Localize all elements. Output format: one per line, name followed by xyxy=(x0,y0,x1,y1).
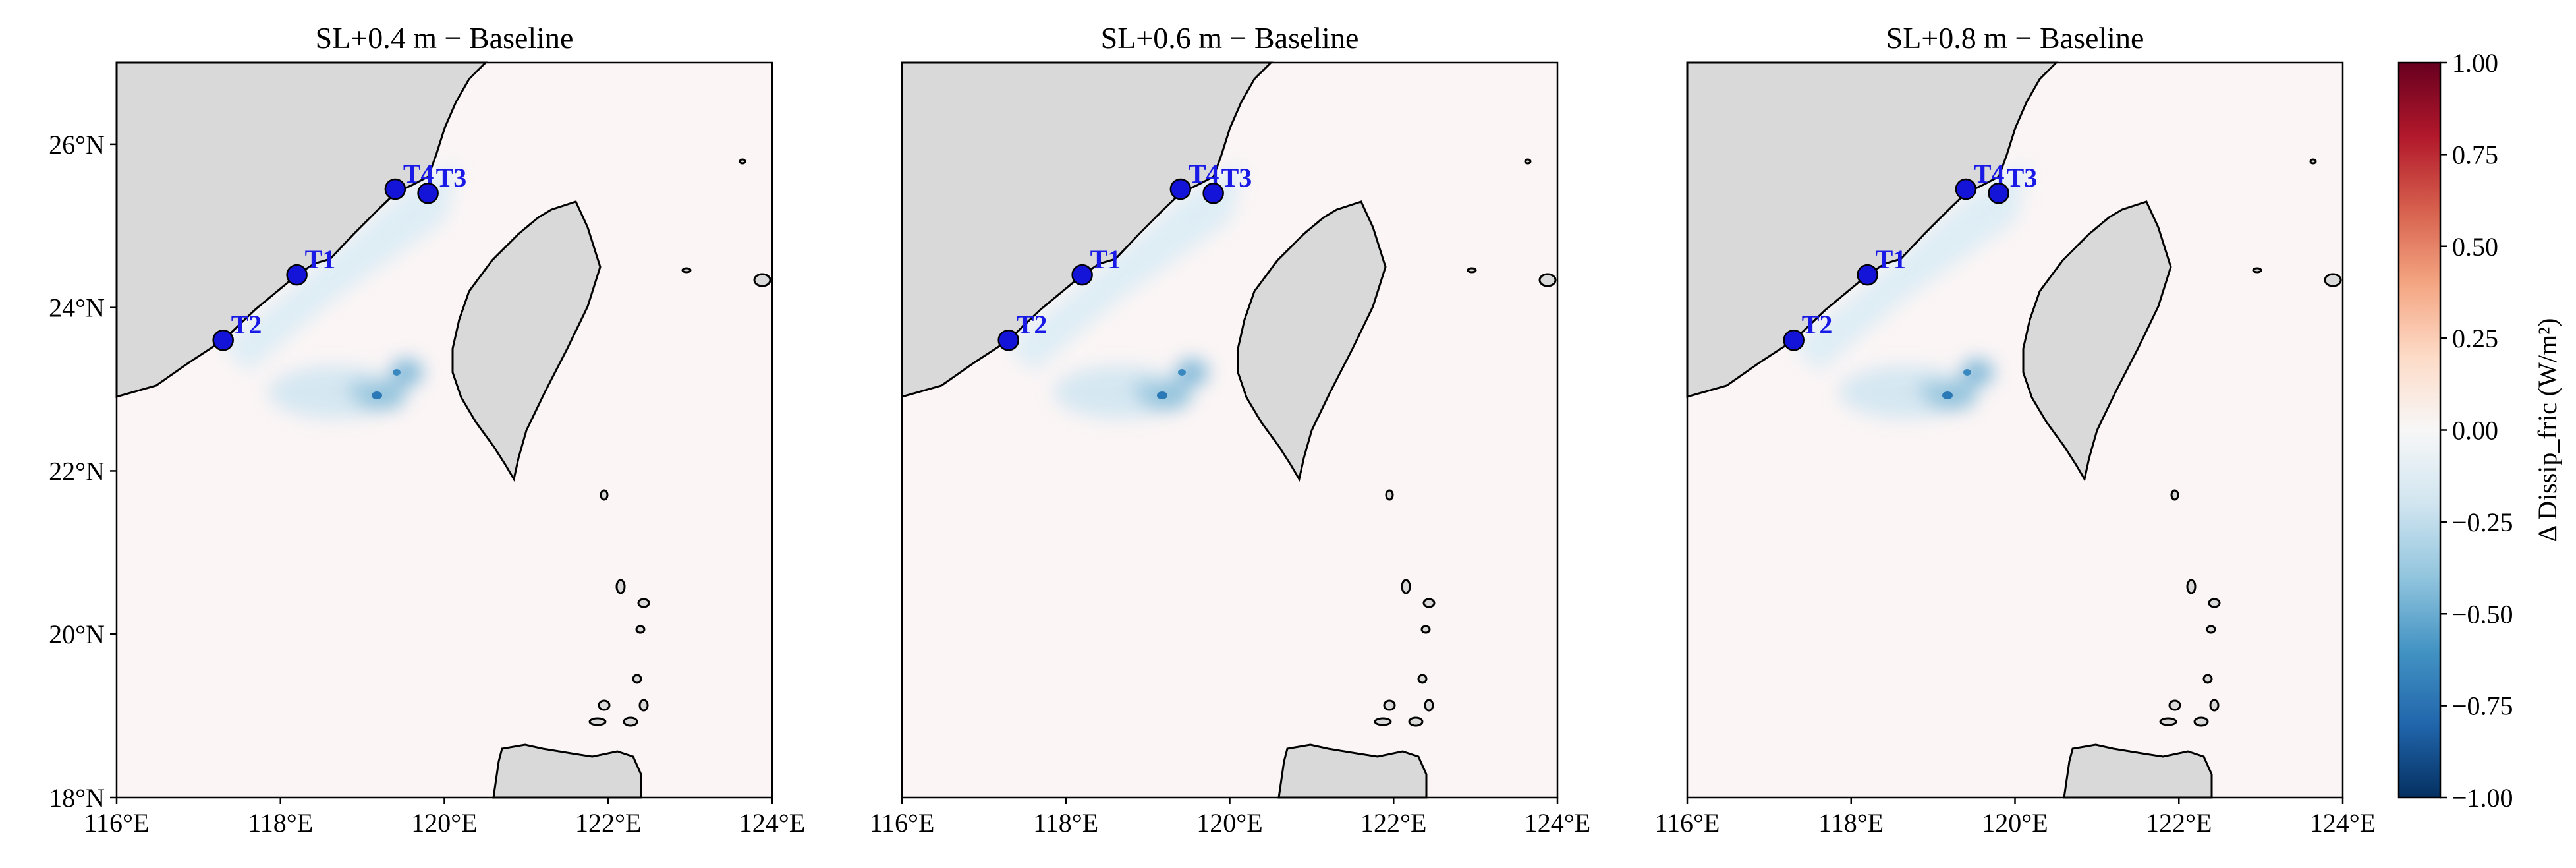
x-tick-label: 120°E xyxy=(1982,808,2048,838)
colorbar-tick-label: 0.75 xyxy=(2452,140,2498,169)
x-tick-label: 116°E xyxy=(84,808,150,838)
y-tick-label: 24°N xyxy=(49,293,105,323)
station-marker xyxy=(997,329,1019,351)
station-marker xyxy=(212,329,234,351)
station-marker xyxy=(1857,264,1878,286)
colorbar-tick-label: 0.50 xyxy=(2452,232,2498,262)
x-tick-label: 118°E xyxy=(1033,808,1098,838)
map-panel: SL+0.8 m − Baseline 116°E 118°E 120°E 122°E 1… xyxy=(1655,21,2376,838)
y-tick-label: 22°N xyxy=(49,456,105,486)
colorbar-tick-label: 0.25 xyxy=(2452,324,2498,353)
x-tick-label: 120°E xyxy=(411,808,477,838)
x-tick-label: 122°E xyxy=(1360,808,1426,838)
y-tick-label: 18°N xyxy=(49,783,105,813)
panel-title: SL+0.8 m − Baseline xyxy=(1886,21,2144,55)
map-panel: SL+0.6 m − Baseline 116°E 118°E 120°E 122°E 1… xyxy=(870,21,1591,838)
y-tick-label: 26°N xyxy=(49,130,105,159)
x-tick-label: 124°E xyxy=(739,808,805,838)
station-label: T2 xyxy=(231,310,262,339)
x-tick-label: 124°E xyxy=(1525,808,1590,838)
colorbar-tick-label: 0.00 xyxy=(2452,416,2498,446)
x-tick-label: 124°E xyxy=(2310,808,2376,838)
station-label: T4 xyxy=(403,159,434,188)
x-tick-label: 116°E xyxy=(870,808,935,838)
panels: SL+0.4 m − Baseline 116°E 118°E 120°E 122°E 1… xyxy=(49,21,2376,838)
x-tick-label: 120°E xyxy=(1196,808,1262,838)
station-marker xyxy=(384,178,406,200)
x-tick-label: 118°E xyxy=(1818,808,1884,838)
colorbar-tick-label: −0.75 xyxy=(2452,691,2513,721)
station-label: T1 xyxy=(1090,245,1121,274)
colorbar-label: Δ Dissip_fric (W/m²) xyxy=(2533,318,2562,542)
panel-title: SL+0.4 m − Baseline xyxy=(316,21,574,55)
station-label: T1 xyxy=(305,245,336,274)
x-tick-label: 122°E xyxy=(2146,808,2212,838)
station-label: T3 xyxy=(436,163,467,192)
station-marker xyxy=(1955,178,1977,200)
station-marker xyxy=(1071,264,1093,286)
colorbar-tick-label: −1.00 xyxy=(2452,783,2513,813)
station-marker xyxy=(1202,182,1224,204)
colorbar-tick-label: −0.50 xyxy=(2452,599,2513,629)
panel-title: SL+0.6 m − Baseline xyxy=(1101,21,1359,55)
station-marker xyxy=(1988,182,2009,204)
station-label: T3 xyxy=(2007,163,2038,192)
station-label: T3 xyxy=(1221,163,1252,192)
station-label: T4 xyxy=(1189,159,1219,188)
station-label: T2 xyxy=(1802,310,1833,339)
station-marker xyxy=(286,264,308,286)
map-panel: SL+0.4 m − Baseline 116°E 118°E 120°E 122°E 1… xyxy=(49,21,805,838)
y-tick-label: 20°N xyxy=(49,620,105,649)
x-tick-label: 122°E xyxy=(575,808,641,838)
colorbar-scale xyxy=(2397,61,2442,799)
station-marker xyxy=(1169,178,1192,200)
station-label: T1 xyxy=(1876,245,1907,274)
station-marker xyxy=(1783,329,1805,351)
colorbar-tick-label: 1.00 xyxy=(2452,48,2498,78)
station-label: T2 xyxy=(1017,310,1048,339)
station-label: T4 xyxy=(1974,159,2005,188)
station-marker xyxy=(417,182,439,204)
colorbar: −1.00 −0.75 −0.50 −0.25 0.00 0.25 0.50 0.75 1.00… xyxy=(2397,48,2562,813)
x-tick-label: 118°E xyxy=(248,808,313,838)
colorbar-tick-label: −0.25 xyxy=(2452,507,2513,537)
x-tick-label: 116°E xyxy=(1655,808,1720,838)
